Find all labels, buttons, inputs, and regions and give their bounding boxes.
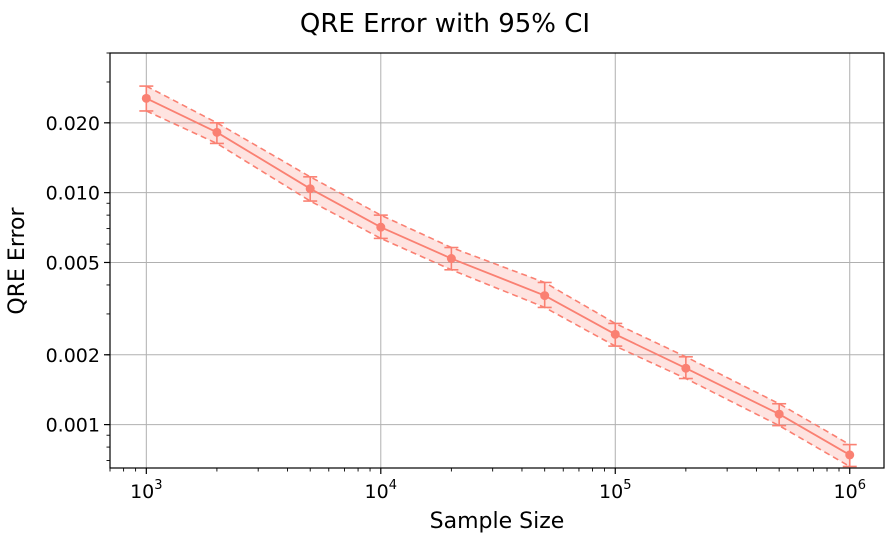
x-tick-label: 105: [599, 478, 631, 503]
y-tick-label: 0.005: [46, 252, 100, 274]
ci-upper-line: [145, 85, 851, 446]
x-axis-label: Sample Size: [430, 509, 565, 534]
x-tick-label: 104: [365, 478, 397, 503]
data-point: [446, 254, 456, 264]
data-point: [212, 127, 222, 137]
x-tick-label: 106: [834, 478, 866, 503]
data-point: [681, 363, 691, 373]
y-axis-label: QRE Error: [5, 206, 30, 314]
y-tick-label: 0.020: [46, 113, 100, 135]
y-tick-label: 0.001: [46, 415, 100, 437]
data-point: [376, 222, 386, 232]
data-point: [305, 184, 315, 194]
plot-frame: [109, 52, 885, 469]
x-axis: 103 104 105 106: [109, 468, 866, 503]
data-point: [540, 291, 550, 301]
data-point: [774, 409, 784, 419]
ci-lower-line: [145, 110, 851, 468]
x-tick-label: 103: [130, 478, 162, 503]
y-axis: 0.020 0.010 0.005 0.002 0.001: [46, 52, 110, 461]
data-point: [141, 93, 151, 103]
y-tick-label: 0.010: [46, 183, 100, 205]
grid: [110, 53, 884, 468]
y-tick-label: 0.002: [46, 345, 100, 367]
chart-title: QRE Error with 95% CI: [300, 9, 590, 39]
series: [139, 85, 857, 468]
mean-line: [145, 97, 851, 456]
data-point: [845, 450, 855, 460]
data-point: [610, 329, 620, 339]
